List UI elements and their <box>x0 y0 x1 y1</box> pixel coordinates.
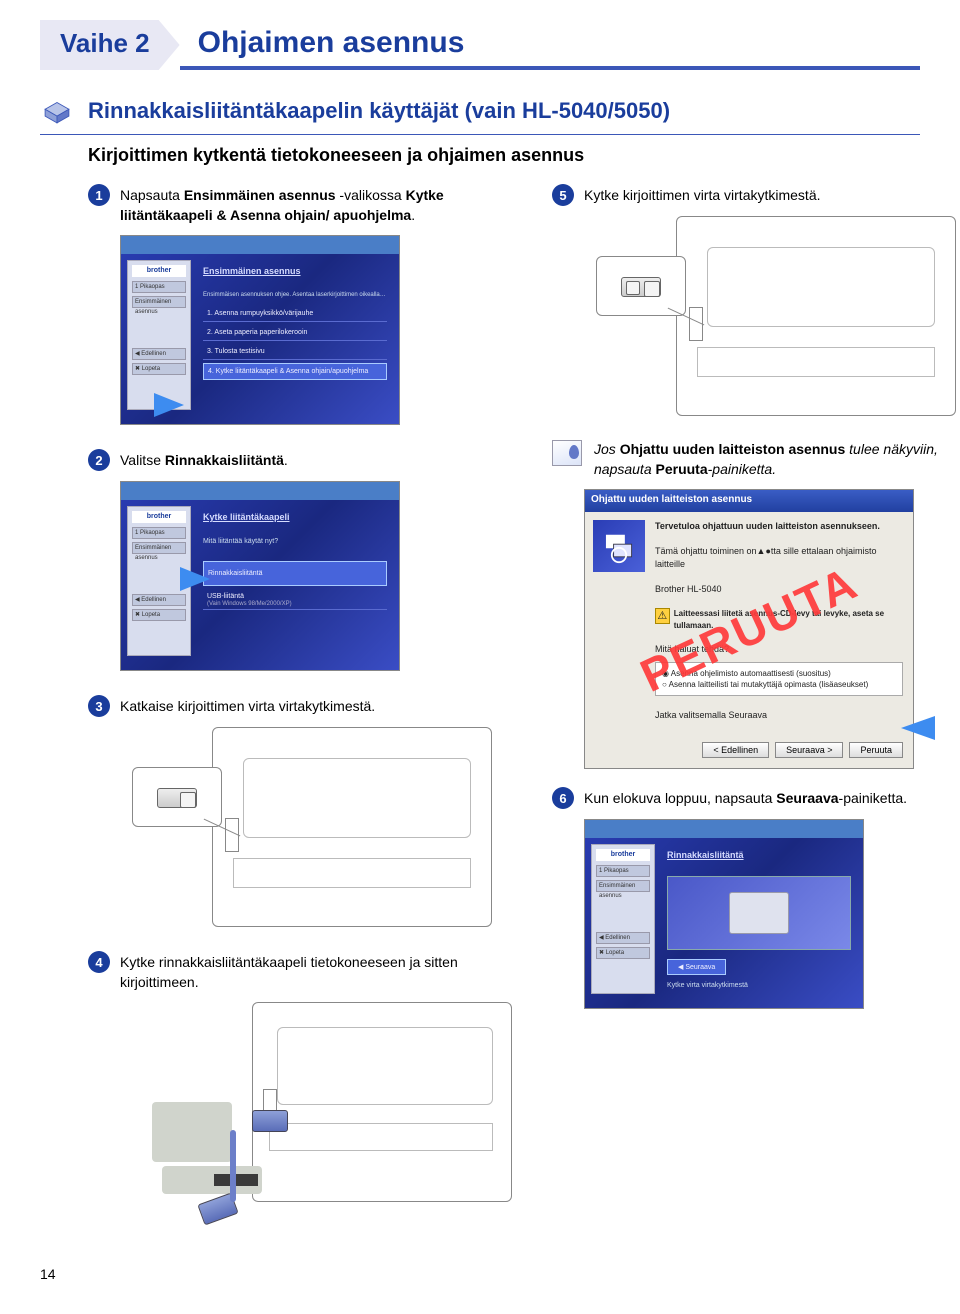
section-title: Rinnakkaisliitäntäkaapelin käyttäjät (va… <box>88 98 670 124</box>
step-number: 4 <box>88 951 110 973</box>
step-text: Valitse Rinnakkaisliitäntä. <box>120 449 288 471</box>
parallel-icon <box>40 94 74 128</box>
wizard-cancel-button[interactable]: Peruuta <box>849 742 903 758</box>
figure-cable-connect <box>120 1002 512 1222</box>
pointer-arrow-icon <box>180 567 210 591</box>
wizard-next-button[interactable]: Seuraava > <box>775 742 843 758</box>
pointer-arrow-icon <box>154 393 184 417</box>
step-number: 2 <box>88 449 110 471</box>
note-icon <box>552 440 582 466</box>
figure-power-on <box>584 216 956 416</box>
note-text: Jos Ohjattu uuden laitteiston asennus tu… <box>594 440 956 479</box>
step-text: Napsauta Ensimmäinen asennus -valikossa … <box>120 184 512 225</box>
step-text: Katkaise kirjoittimen virta virtakytkime… <box>120 695 375 717</box>
step-text: Kytke kirjoittimen virta virtakytkimestä… <box>584 184 821 206</box>
step-number: 5 <box>552 184 574 206</box>
step-text: Kun elokuva loppuu, napsauta Seuraava-pa… <box>584 787 907 809</box>
section-subtitle: Kirjoittimen kytkentä tietokoneeseen ja … <box>88 145 920 166</box>
step-number: 3 <box>88 695 110 717</box>
figure-power-off <box>120 727 512 927</box>
step-number: 6 <box>552 787 574 809</box>
page-number: 14 <box>40 1266 920 1282</box>
figure-screenshot-1: brother 1 Pikaopas Ensimmäinen asennus ◀… <box>120 235 512 425</box>
figure-screenshot-2: brother 1 Pikaopas Ensimmäinen asennus ◀… <box>120 481 512 671</box>
step-number: 1 <box>88 184 110 206</box>
step-tab: Vaihe 2 <box>40 20 180 70</box>
figure-wizard-dialog: Ohjattu uuden laitteiston asennus Tervet… <box>584 489 914 769</box>
pointer-arrow-icon <box>901 716 935 740</box>
figure-screenshot-3: brother 1 Pikaopas Ensimmäinen asennus ◀… <box>584 819 956 1009</box>
page-title: Ohjaimen asennus <box>180 20 920 70</box>
step-text: Kytke rinnakkaisliitäntäkaapeli tietokon… <box>120 951 512 992</box>
wizard-back-button[interactable]: < Edellinen <box>702 742 769 758</box>
